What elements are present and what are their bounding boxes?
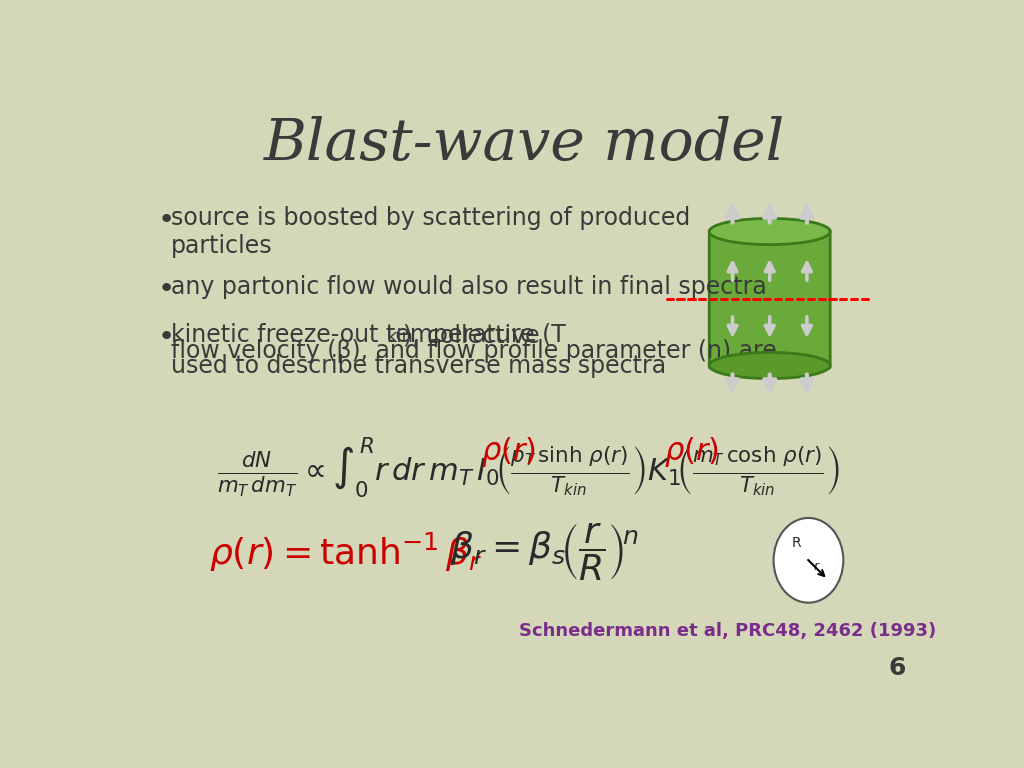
Text: •: • — [158, 323, 175, 351]
Text: r: r — [814, 560, 819, 573]
Text: source is boosted by scattering of produced
particles: source is boosted by scattering of produ… — [171, 206, 690, 258]
Text: kinetic freeze-out temperature (T: kinetic freeze-out temperature (T — [171, 323, 565, 347]
Text: R: R — [792, 536, 801, 551]
FancyBboxPatch shape — [710, 229, 830, 369]
Text: 6: 6 — [888, 656, 905, 680]
Text: kin: kin — [386, 328, 413, 346]
Ellipse shape — [773, 518, 844, 603]
Text: •: • — [158, 206, 175, 234]
Text: any partonic flow would also result in final spectra: any partonic flow would also result in f… — [171, 276, 766, 300]
Text: •: • — [158, 276, 175, 303]
Text: $\rho(r)$: $\rho(r)$ — [481, 435, 537, 468]
Ellipse shape — [710, 353, 830, 379]
Text: $\frac{dN}{m_T\,dm_T} \propto \int_0^R r\,dr\,m_T\,I_0\!\left(\frac{p_T\,\sinh\,: $\frac{dN}{m_T\,dm_T} \propto \int_0^R r… — [217, 435, 840, 500]
Text: Blast-wave model: Blast-wave model — [264, 116, 785, 173]
Text: ), collective: ), collective — [403, 323, 540, 347]
Text: $\beta_r = \beta_s\!\left(\dfrac{r}{R}\right)^{\!n}$: $\beta_r = \beta_s\!\left(\dfrac{r}{R}\r… — [450, 522, 638, 583]
Ellipse shape — [710, 218, 830, 245]
Text: $\rho(r) = \tanh^{-1}\beta_r$: $\rho(r) = \tanh^{-1}\beta_r$ — [209, 531, 483, 574]
Text: $\rho(r)$: $\rho(r)$ — [665, 435, 720, 468]
Text: used to describe transverse mass spectra: used to describe transverse mass spectra — [171, 354, 666, 378]
Text: Schnedermann et al, PRC48, 2462 (1993): Schnedermann et al, PRC48, 2462 (1993) — [519, 622, 937, 641]
Text: flow velocity (β), and flow profile parameter (n) are: flow velocity (β), and flow profile para… — [171, 339, 776, 362]
